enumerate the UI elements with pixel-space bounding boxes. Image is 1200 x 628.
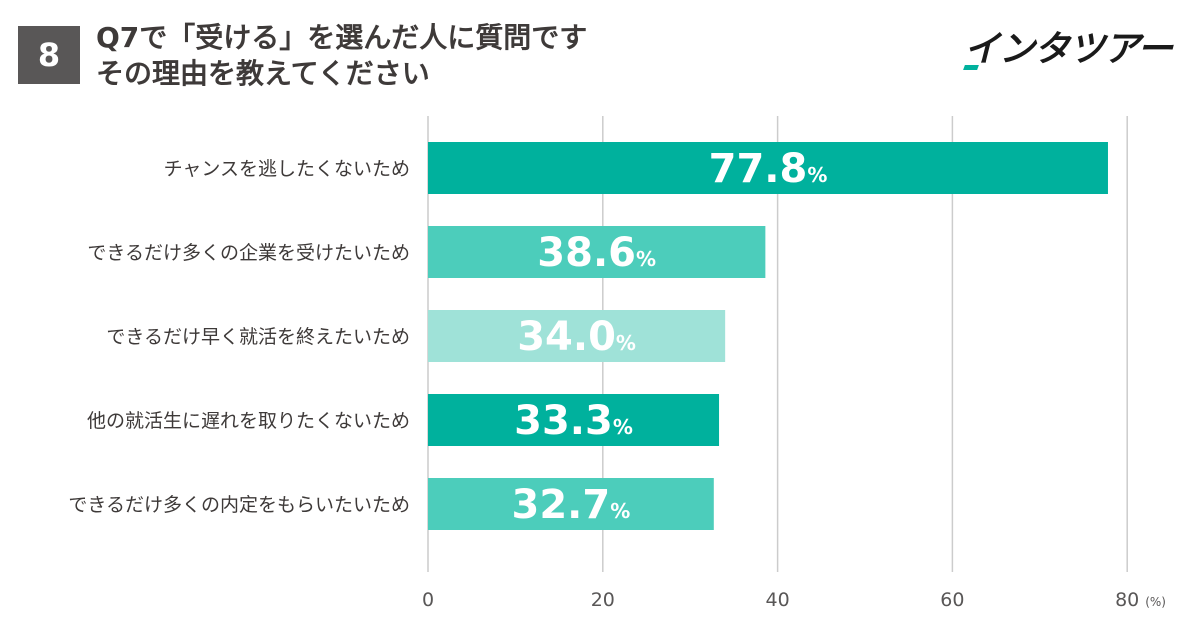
x-tick-label: 0 — [422, 589, 434, 611]
title-line-2: その理由を教えてください — [96, 57, 430, 90]
bar — [428, 478, 714, 530]
bar — [428, 226, 766, 278]
bar — [428, 310, 726, 362]
data-label-value: 32.7 — [512, 482, 611, 528]
x-tick-label: 60 — [940, 589, 964, 611]
bar — [428, 142, 1108, 194]
data-label-percent: % — [610, 499, 630, 523]
x-axis-unit-label: (%) — [1145, 595, 1166, 609]
brand-logo: インタツアー — [963, 28, 1174, 72]
x-tick-label: 40 — [766, 589, 790, 611]
data-label-value: 38.6 — [537, 230, 636, 276]
data-label: 38.6% — [537, 230, 656, 276]
data-label: 33.3% — [514, 398, 633, 444]
data-label-percent: % — [807, 163, 827, 187]
category-label: できるだけ多くの内定をもらいたいため — [68, 494, 410, 516]
title-line-1: Q7で「受ける」を選んだ人に質問です — [96, 21, 588, 54]
data-label-percent: % — [616, 331, 636, 355]
logo-text: インタツアー — [964, 29, 1173, 70]
data-label-value: 33.3 — [514, 398, 613, 444]
data-label-percent: % — [613, 415, 633, 439]
category-label: 他の就活生に遅れを取りたくないため — [87, 410, 410, 432]
data-label: 77.8% — [709, 146, 828, 192]
x-tick-label: 20 — [591, 589, 615, 611]
x-tick-label: 80 — [1115, 589, 1139, 611]
data-label-value: 77.8 — [709, 146, 808, 192]
data-label-percent: % — [636, 247, 656, 271]
category-label: できるだけ多くの企業を受けたいため — [87, 242, 410, 264]
bar — [428, 394, 720, 446]
data-label: 34.0% — [517, 314, 636, 360]
data-label: 32.7% — [512, 482, 631, 528]
chart-title: Q7で「受ける」を選んだ人に質問です その理由を教えてください — [96, 20, 587, 92]
category-label: できるだけ早く就活を終えたいため — [106, 326, 410, 348]
data-label-value: 34.0 — [517, 314, 616, 360]
category-label: チャンスを逃したくないため — [164, 158, 410, 180]
question-number-badge: 8 — [18, 26, 80, 84]
